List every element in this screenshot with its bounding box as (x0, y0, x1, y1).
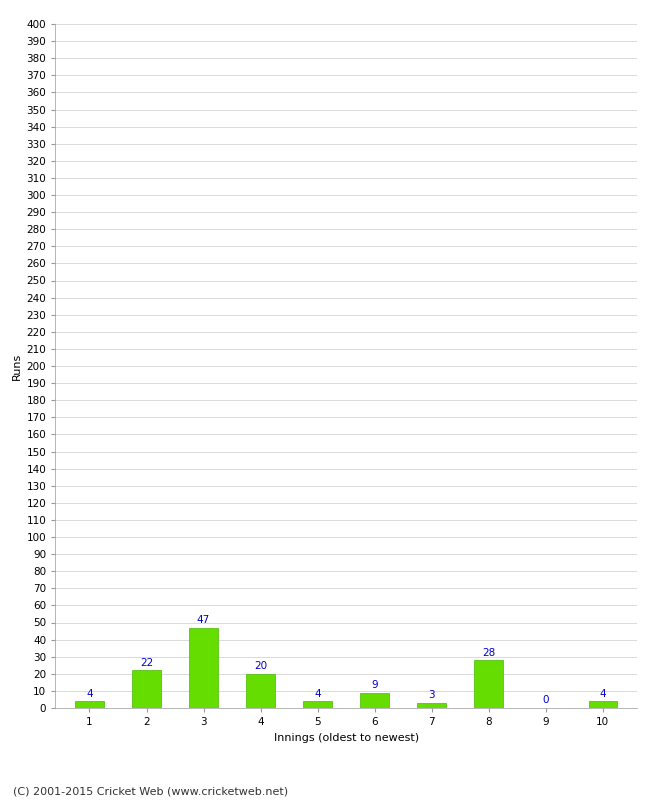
Bar (75, 701, 104, 708)
Bar (588, 701, 617, 708)
X-axis label: Innings (oldest to newest): Innings (oldest to newest) (274, 733, 419, 742)
Bar (246, 674, 275, 708)
Bar (189, 628, 218, 708)
Text: 4: 4 (86, 689, 93, 698)
Text: 47: 47 (197, 615, 210, 625)
Text: 4: 4 (315, 689, 321, 698)
Text: 9: 9 (371, 680, 378, 690)
Bar (304, 701, 332, 708)
Text: 3: 3 (428, 690, 435, 700)
Text: 20: 20 (254, 662, 267, 671)
Bar (360, 693, 389, 708)
Bar (417, 703, 446, 708)
Text: (C) 2001-2015 Cricket Web (www.cricketweb.net): (C) 2001-2015 Cricket Web (www.cricketwe… (13, 786, 288, 796)
Text: 4: 4 (599, 689, 606, 698)
Text: 28: 28 (482, 647, 495, 658)
Y-axis label: Runs: Runs (12, 352, 22, 380)
Text: 22: 22 (140, 658, 153, 668)
Bar (474, 660, 503, 708)
Text: 0: 0 (543, 695, 549, 706)
Bar (132, 670, 161, 708)
